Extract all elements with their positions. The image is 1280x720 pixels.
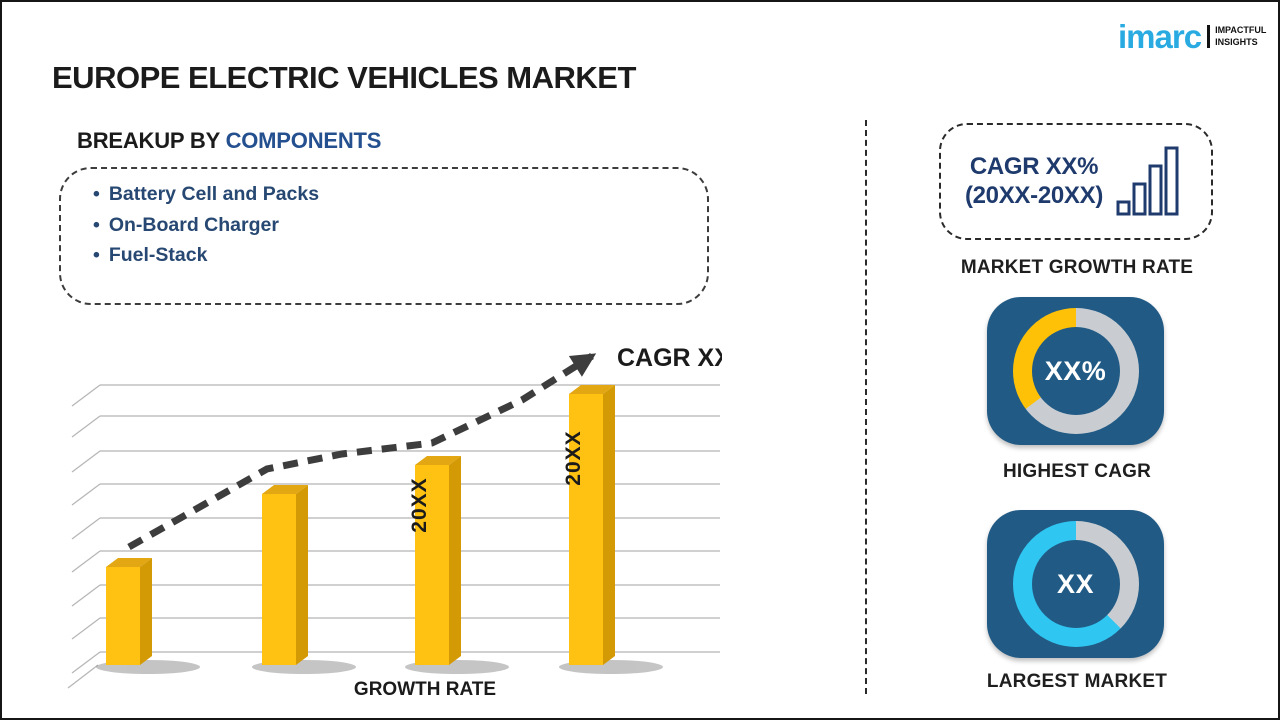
bullet-icon: • [93, 183, 100, 205]
highest-cagr-value: XX% [1044, 355, 1107, 386]
highest-cagr-caption: HIGHEST CAGR [1002, 461, 1152, 482]
breakup-heading-prefix: BREAKUP BY [77, 128, 226, 153]
breakup-heading-highlight: COMPONENTS [225, 128, 382, 153]
components-list: • Battery Cell and Packs • On-Board Charge… [93, 179, 707, 271]
largest-market-value: XX [1056, 568, 1095, 599]
list-item: • Fuel-Stack [93, 244, 208, 266]
bar-3: 20XX [408, 456, 461, 665]
bar-4-label: 20XX [562, 430, 585, 485]
cagr-trend-arrow [127, 353, 597, 551]
largest-market-caption: LARGEST MARKET [986, 671, 1168, 692]
market-growth-rate-card: CAGR XX% (20XX-20XX) [939, 123, 1213, 240]
gridlines [67, 384, 720, 689]
bullet-icon: • [93, 244, 100, 266]
bar-2 [262, 485, 308, 665]
list-item: • Battery Cell and Packs [93, 183, 320, 205]
section-divider [865, 120, 867, 694]
brand-wordmark: imarc [1118, 18, 1202, 55]
breakup-heading: BREAKUP BY COMPONENTS [77, 128, 381, 154]
ascending-bars-icon [1116, 146, 1179, 215]
brand-tagline: IMPACTFUL INSIGHTS [1207, 25, 1266, 48]
list-item: • On-Board Charger [93, 213, 279, 236]
growth-rate-bar-chart: 20XX 20XX CAGR XX% GROWTH RATE [52, 335, 753, 701]
components-box: • Battery Cell and Packs • On-Board Charge… [59, 167, 709, 305]
bar-1 [106, 558, 152, 665]
largest-market-tile: XX [987, 510, 1164, 658]
cagr-period-text: CAGR XX% (20XX-20XX) [964, 152, 1104, 209]
bar-chart-svg: 20XX 20XX CAGR XX% GROWTH RATE [67, 344, 753, 700]
market-growth-rate-caption: MARKET GROWTH RATE [960, 257, 1194, 278]
bar-3-label: 20XX [408, 477, 431, 532]
bullet-icon: • [93, 213, 100, 236]
page-title: EUROPE ELECTRIC VEHICLES MARKET [52, 60, 636, 95]
imarc-logo: imarc IMPACTFUL INSIGHTS [1118, 20, 1266, 53]
cagr-annotation: CAGR XX% [617, 344, 722, 372]
bar-4: 20XX [562, 385, 615, 665]
x-axis-label: GROWTH RATE [354, 679, 496, 700]
highest-cagr-tile: XX% [987, 297, 1164, 445]
highest-cagr-donut: XX% [1012, 308, 1139, 434]
largest-market-donut: XX [1012, 521, 1139, 647]
